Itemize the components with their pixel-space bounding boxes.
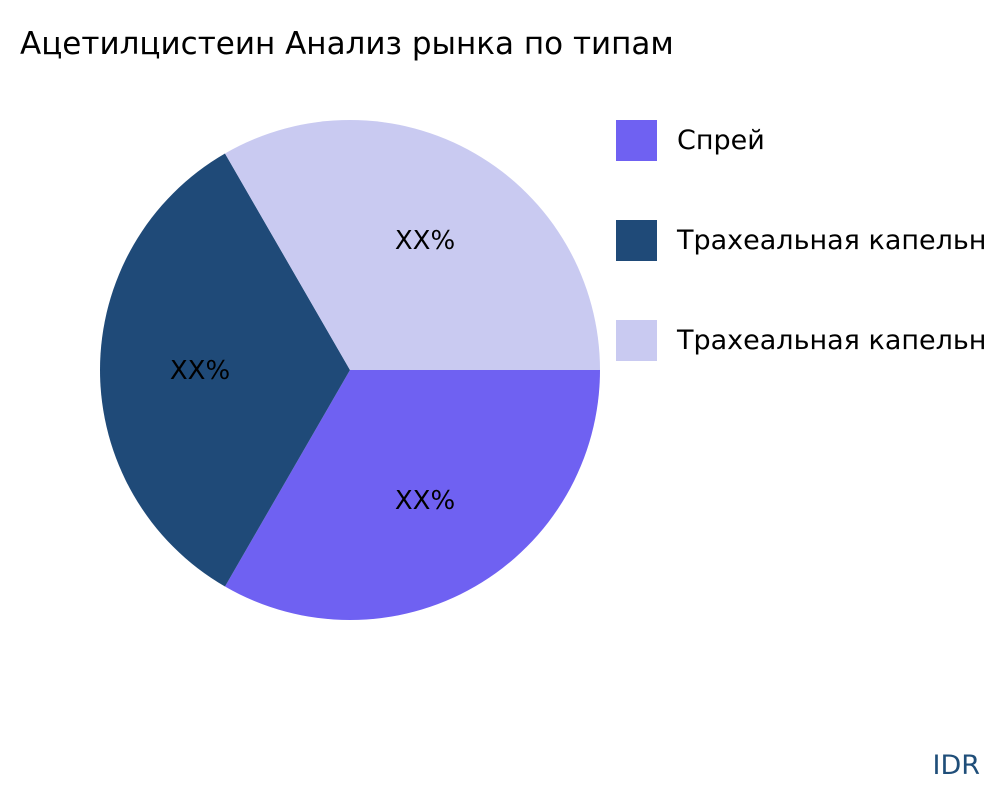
chart-title: Ацетилцистеин Анализ рынка по типам <box>20 26 674 62</box>
pie-slice[interactable] <box>225 370 600 620</box>
slice-label: XX% <box>395 226 455 256</box>
legend-swatch <box>616 319 657 361</box>
legend-swatch <box>616 219 657 261</box>
pie-slice[interactable] <box>225 119 600 370</box>
legend-item-spray[interactable]: Спрей <box>616 119 765 161</box>
legend-label: Трахеальная капельн <box>677 324 987 356</box>
legend-label: Трахеальная капельн <box>677 224 987 256</box>
slice-label: XX% <box>170 356 230 386</box>
legend-swatch <box>616 119 657 161</box>
slice-label: XX% <box>395 486 455 516</box>
brand-logo: IDR <box>932 750 980 781</box>
legend-label: Спрей <box>677 124 765 156</box>
legend-item-tracheal-1[interactable]: Трахеальная капельн <box>616 219 987 261</box>
legend-item-tracheal-2[interactable]: Трахеальная капельн <box>616 319 987 361</box>
